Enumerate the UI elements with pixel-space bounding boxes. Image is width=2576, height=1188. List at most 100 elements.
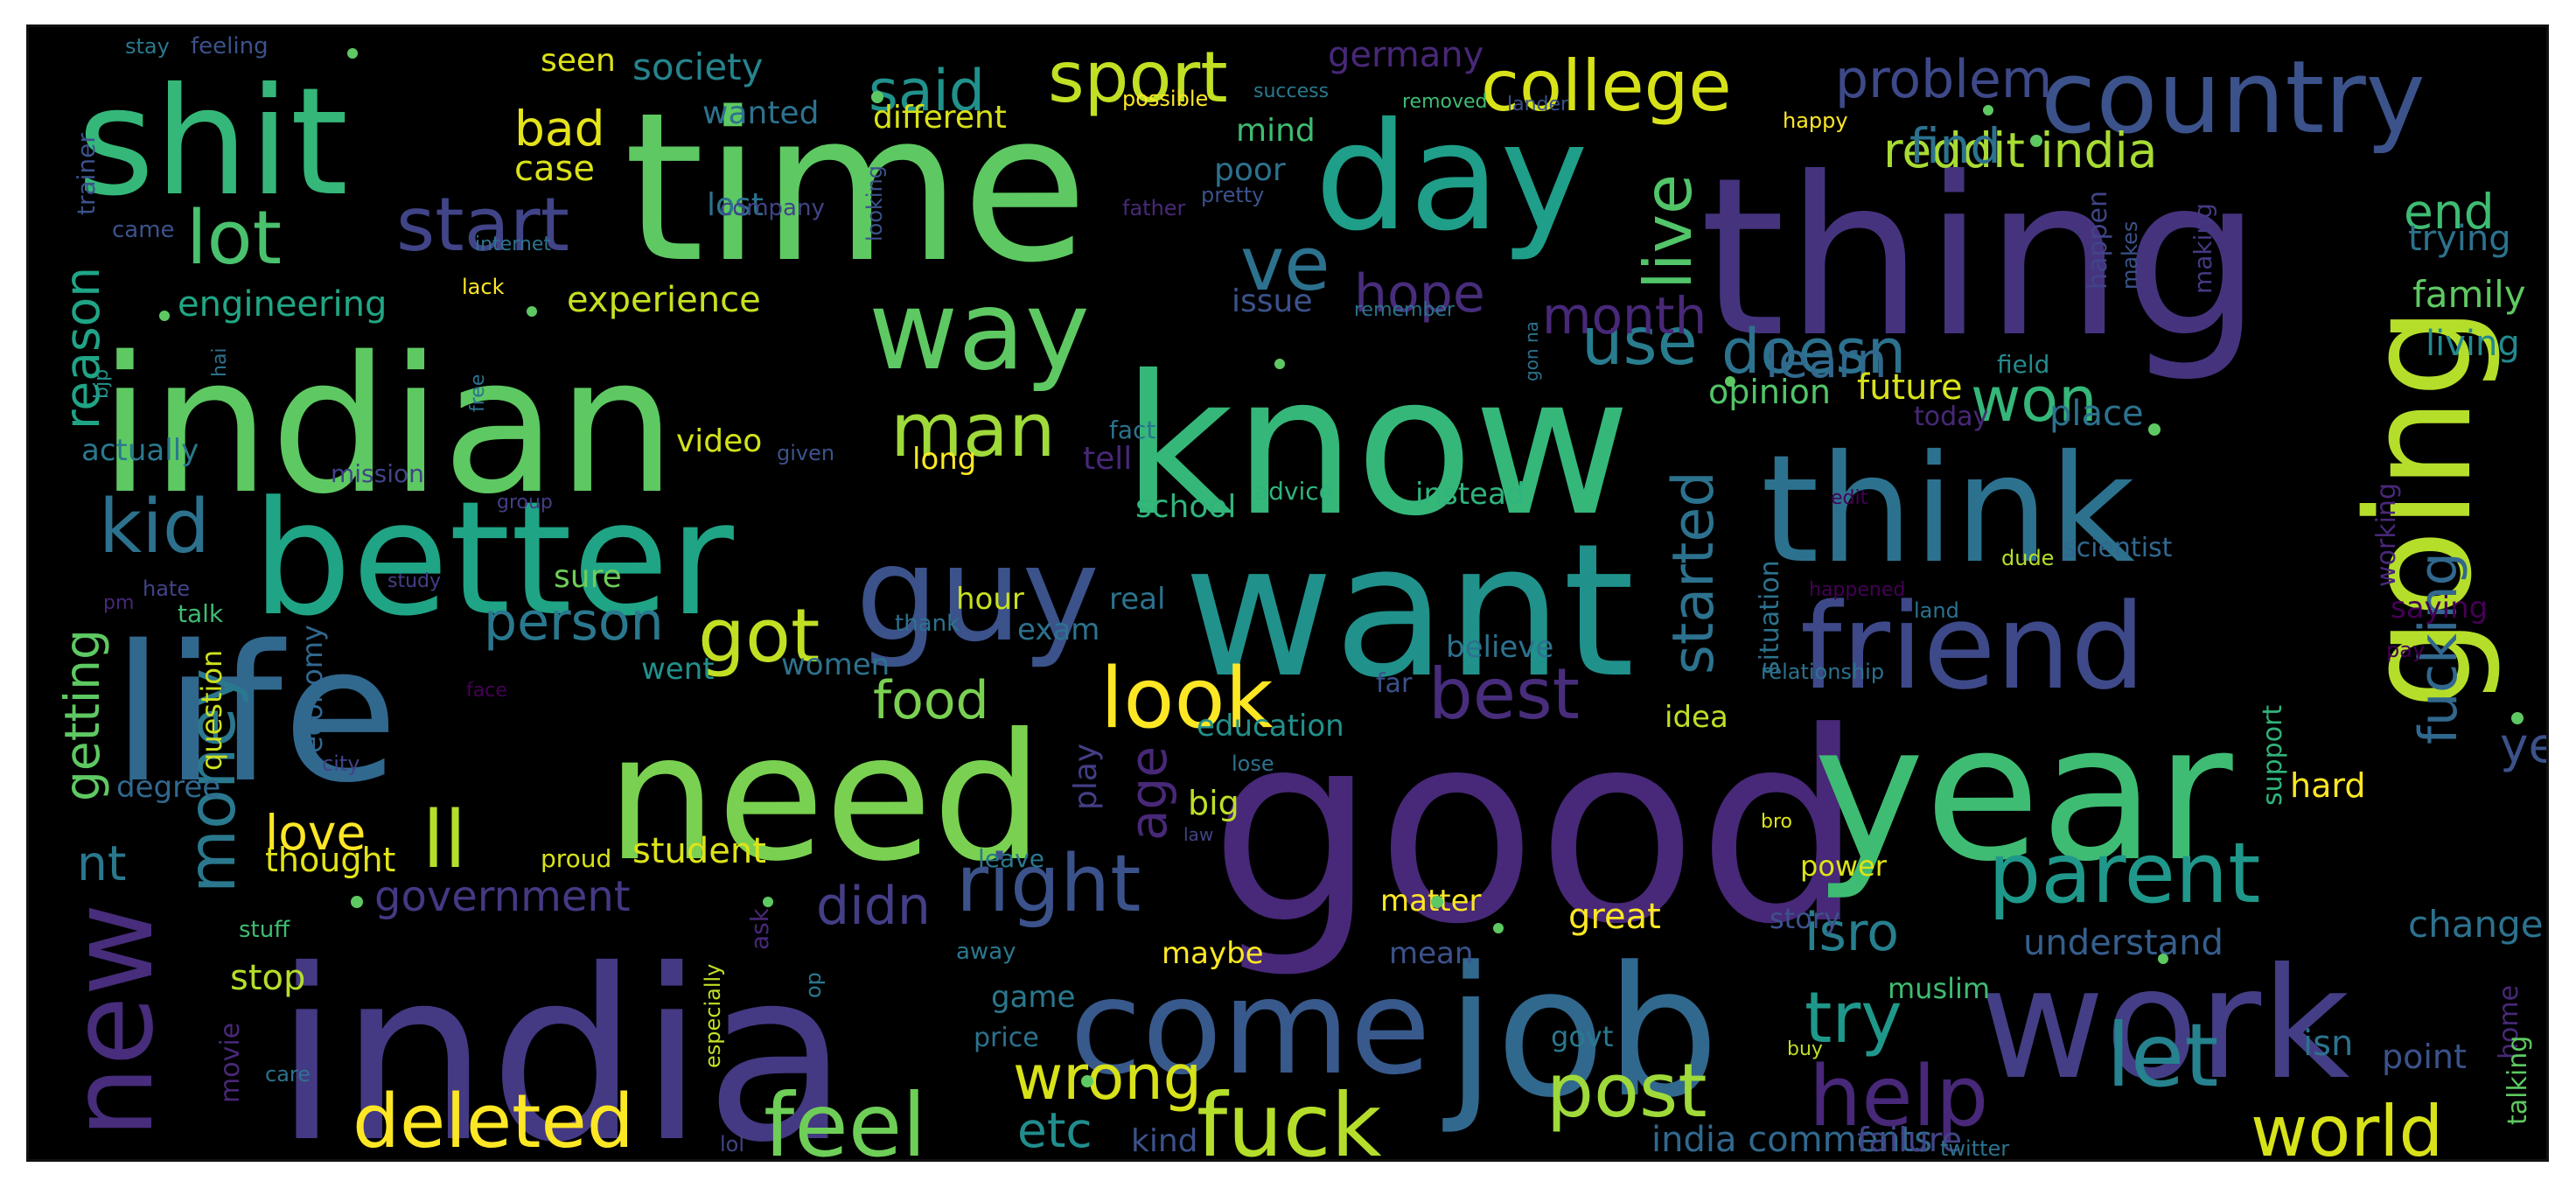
cloud-word: given	[777, 441, 834, 465]
cloud-word: trainer	[72, 133, 101, 215]
cloud-word: especially	[701, 964, 725, 1068]
cloud-word: study	[387, 570, 441, 592]
cloud-dot	[347, 48, 358, 59]
cloud-word: pay	[2386, 638, 2425, 662]
cloud-word: won	[1971, 364, 2097, 436]
cloud-word: exam	[1017, 612, 1100, 647]
cloud-word: bad	[514, 101, 605, 157]
cloud-word: kind	[1131, 1123, 1198, 1159]
cloud-word: parent	[1988, 826, 2260, 922]
cloud-word: poor	[1214, 152, 1286, 188]
cloud-word: said	[869, 59, 985, 124]
cloud-word: find	[1909, 118, 2000, 174]
cloud-word: lander	[1507, 94, 1569, 115]
cloud-word: problem	[1835, 49, 2052, 110]
cloud-word: isro	[1805, 902, 1899, 963]
cloud-word: law	[1183, 824, 1213, 845]
cloud-word: free	[467, 374, 489, 412]
cloud-word: buy	[1787, 1038, 1823, 1060]
cloud-word: living	[2426, 324, 2520, 364]
cloud-word: fact	[1109, 416, 1155, 444]
cloud-word: question	[195, 650, 228, 771]
cloud-word: far	[1376, 668, 1413, 699]
cloud-word: mind	[1236, 113, 1316, 149]
cloud-word: use	[1581, 303, 1698, 380]
cloud-word: government	[374, 872, 631, 921]
cloud-word: age	[1119, 746, 1178, 841]
cloud-word: maybe	[1162, 936, 1264, 971]
cloud-word: pm	[103, 592, 134, 614]
cloud-word: working	[2371, 483, 2402, 587]
cloud-word: love	[265, 805, 366, 861]
cloud-word: reason	[54, 267, 110, 430]
cloud-word: germany	[1328, 35, 1483, 75]
cloud-word: case	[514, 149, 595, 189]
cloud-word: country	[2041, 39, 2426, 157]
cloud-word: going	[2335, 306, 2503, 709]
cloud-word: got	[698, 593, 820, 680]
cloud-word: look	[1100, 651, 1274, 747]
cloud-word: face	[466, 680, 507, 702]
cloud-word: shit	[77, 56, 348, 229]
cloud-word: long	[912, 442, 976, 477]
cloud-word: game	[991, 980, 1075, 1015]
cloud-word: hate	[143, 577, 190, 601]
cloud-word: care	[265, 1062, 311, 1087]
cloud-word: thing	[1700, 130, 2262, 385]
cloud-word: relationship	[1761, 660, 1884, 684]
cloud-word: advice	[1253, 477, 1334, 506]
cloud-dot	[159, 311, 170, 321]
cloud-word: experience	[567, 280, 761, 320]
cloud-word: sure	[554, 559, 622, 595]
cloud-word: mean	[1389, 936, 1473, 971]
cloud-word: tell	[1083, 441, 1132, 477]
cloud-word: year	[1813, 683, 2233, 903]
cloud-word: work	[1979, 936, 2350, 1114]
cloud-word: reddit india	[1883, 122, 2157, 178]
cloud-word: hour	[956, 582, 1024, 617]
cloud-word: father	[1122, 196, 1186, 220]
cloud-word: india comments	[1651, 1120, 1932, 1159]
cloud-word: change	[2408, 903, 2544, 946]
cloud-word: instead	[1415, 477, 1525, 512]
cloud-word: feel	[764, 1074, 926, 1159]
cloud-word: removed	[1402, 91, 1488, 113]
cloud-word: etc	[1017, 1102, 1093, 1158]
cloud-word: saying	[2391, 591, 2488, 625]
cloud-word: wanted	[702, 95, 819, 131]
cloud-word: group	[497, 492, 553, 514]
cloud-word: indian	[99, 316, 676, 535]
cloud-dot	[1493, 923, 1504, 933]
cloud-word: place	[2049, 394, 2144, 434]
cloud-word: away	[956, 939, 1016, 965]
cloud-word: happened	[1809, 579, 1905, 601]
cloud-word: world	[2251, 1091, 2443, 1159]
cloud-word: family	[2412, 273, 2526, 316]
cloud-word: bjp	[91, 369, 113, 399]
cloud-word: hope	[1354, 263, 1485, 325]
cloud-word: matter	[1380, 884, 1482, 919]
cloud-word: friend	[1800, 578, 2146, 716]
cloud-word: makes	[2118, 221, 2142, 290]
cloud-word: actually	[81, 433, 199, 468]
cloud-word: thank	[895, 611, 960, 637]
cloud-word: food	[873, 670, 989, 731]
cloud-word: college	[1481, 45, 1732, 127]
cloud-dot	[2148, 423, 2161, 436]
cloud-word: situation	[1755, 560, 1785, 674]
cloud-word: point	[2382, 1038, 2467, 1076]
cloud-word: believe	[1446, 630, 1553, 665]
cloud-word: good	[1210, 676, 1864, 982]
cloud-word: future	[1857, 367, 1963, 408]
cloud-word: edit	[1831, 487, 1868, 509]
word-cloud: good india know want time thing indian life year…	[26, 24, 2549, 1162]
cloud-word: sport	[1048, 37, 1228, 118]
cloud-word: new	[45, 903, 178, 1138]
cloud-dot	[1983, 105, 1993, 115]
cloud-word: ll	[422, 794, 466, 886]
cloud-word: degree	[116, 770, 220, 805]
cloud-word: price	[974, 1023, 1039, 1053]
cloud-word: post	[1546, 1048, 1707, 1135]
cloud-word: better	[252, 468, 734, 651]
